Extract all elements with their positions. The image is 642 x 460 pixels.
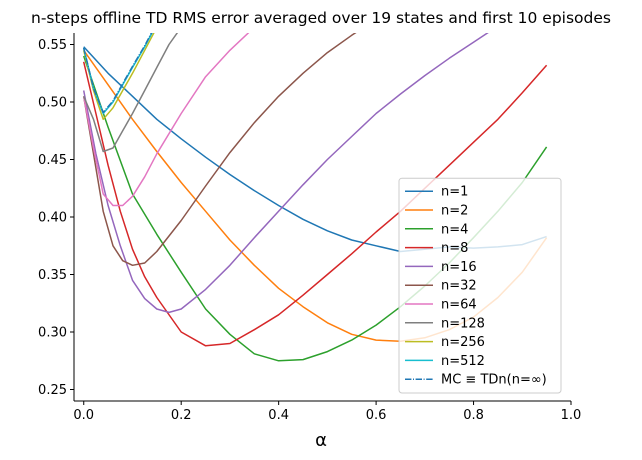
legend-label-n-8: n=8 xyxy=(441,241,468,256)
legend: n=1 n=2 n=4 n=8 n=16 n=32 n=64 n=128 n=256 n=512 M… xyxy=(398,177,562,394)
legend-label-n-2: n=2 xyxy=(441,204,468,219)
series-layer xyxy=(82,33,548,362)
series-line-7-n-128 xyxy=(83,33,179,153)
x-axis-label: α xyxy=(315,430,327,451)
y-tick-label: 0.55 xyxy=(38,38,67,53)
x-tick-label: 0.8 xyxy=(463,408,484,423)
legend-label-n-4: n=4 xyxy=(441,222,468,237)
legend-label-mc-tdn-n: MC ≡ TDn(n=∞) xyxy=(441,373,547,388)
legend-label-n-128: n=128 xyxy=(441,316,485,331)
x-tick-label: 0.4 xyxy=(268,408,289,423)
y-tick-label: 0.45 xyxy=(38,153,67,168)
x-tick-label: 0.2 xyxy=(171,408,192,423)
legend-label-n-32: n=32 xyxy=(441,279,477,294)
axes: 0.0 0.2 0.4 0.6 0.8 1.0 0.25 0.30 0.35 0.40 0.45 0.… xyxy=(38,33,581,423)
x-tick-label: 1.0 xyxy=(561,408,582,423)
legend-label-n-1: n=1 xyxy=(441,185,468,200)
legend-label-n-64: n=64 xyxy=(441,298,477,313)
legend-label-n-512: n=512 xyxy=(441,354,485,369)
series-line-5-n-32 xyxy=(82,33,357,267)
series-line-4-n-16 xyxy=(82,33,489,314)
series-line-3-n-8 xyxy=(82,61,548,347)
series-line-6-n-64 xyxy=(82,33,250,207)
y-tick-label: 0.30 xyxy=(38,326,67,341)
series-line-8-n-256 xyxy=(82,33,155,121)
y-tick-label: 0.40 xyxy=(38,211,67,226)
series-line-9-n-512 xyxy=(82,33,153,115)
y-tick-label: 0.25 xyxy=(38,383,67,398)
x-tick-label: 0.6 xyxy=(366,408,387,423)
legend-frame xyxy=(398,177,562,394)
y-tick-label: 0.50 xyxy=(38,96,67,111)
series-line-10-mc-tdn-n xyxy=(82,33,153,114)
legend-label-n-256: n=256 xyxy=(441,335,485,350)
chart-title: n-steps offline TD RMS error averaged ov… xyxy=(31,9,611,27)
legend-label-n-16: n=16 xyxy=(441,260,477,275)
x-tick-label: 0.0 xyxy=(73,408,94,423)
y-tick-label: 0.35 xyxy=(38,268,67,283)
